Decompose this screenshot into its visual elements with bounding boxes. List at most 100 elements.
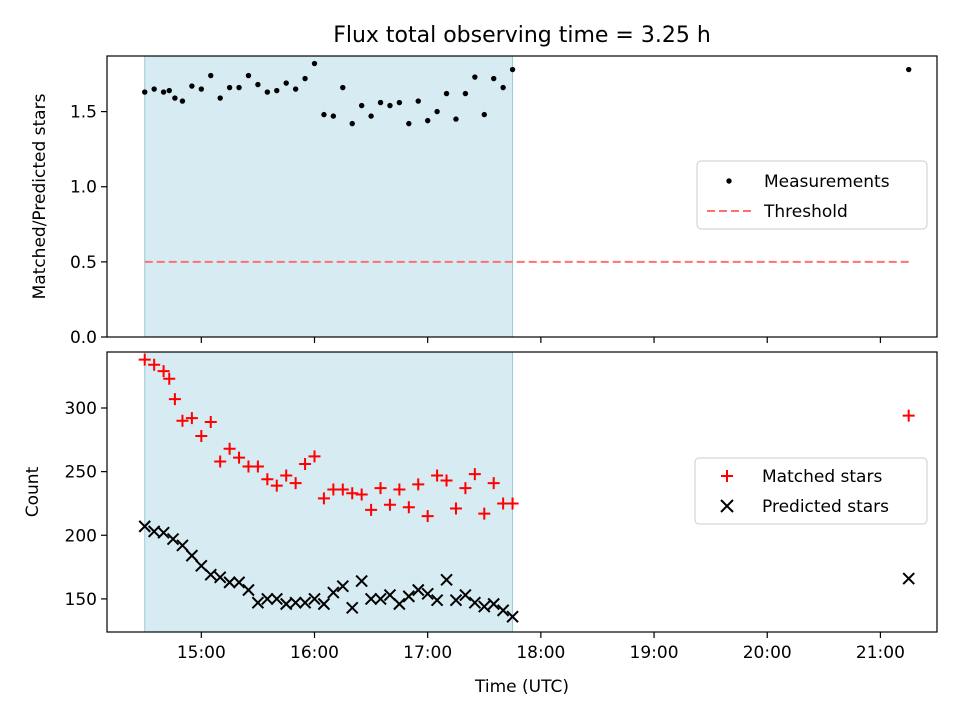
predicted-star-point xyxy=(421,587,434,601)
legend-matched-marker xyxy=(721,470,733,482)
predicted-star-point xyxy=(251,596,265,609)
measurement-point xyxy=(292,86,299,92)
top-y-tick-label: 0.0 xyxy=(70,328,97,348)
matched-star-point xyxy=(195,430,208,442)
x-tick-label: 20:00 xyxy=(743,643,792,663)
predicted-star-point xyxy=(478,600,491,613)
bottom-y-tick-label: 150 xyxy=(65,590,97,610)
predicted-star-point xyxy=(364,592,378,606)
predicted-star-point xyxy=(506,610,519,623)
measurement-point xyxy=(453,116,459,122)
legend-matched-label: Matched stars xyxy=(762,467,882,487)
measurement-point xyxy=(406,120,412,127)
measurement-point xyxy=(217,95,223,101)
measurement-point xyxy=(368,113,374,119)
predicted-star-point xyxy=(393,597,406,611)
predicted-star-point xyxy=(468,596,482,609)
matched-star-point xyxy=(487,477,500,490)
predicted-star-point xyxy=(298,596,312,609)
predicted-star-point xyxy=(317,597,331,611)
x-tick-label: 15:00 xyxy=(177,643,226,663)
top-y-axis-label: Matched/Predicted stars xyxy=(30,93,50,299)
matched-star-point xyxy=(468,468,481,481)
predicted-star-point xyxy=(195,559,208,573)
matched-star-point xyxy=(185,412,198,425)
predicted-star-point xyxy=(185,549,199,562)
predicted-star-point xyxy=(270,592,283,606)
predicted-star-point xyxy=(242,583,255,597)
top-legend-box xyxy=(696,160,928,230)
top-legend: Measurements Threshold xyxy=(696,160,928,230)
predicted-star-point xyxy=(383,588,397,602)
measurement-point xyxy=(358,102,365,109)
measurement-point xyxy=(340,84,346,91)
predicted-star-point xyxy=(355,574,368,588)
matched-star-point xyxy=(223,442,236,455)
matched-star-point xyxy=(449,502,462,515)
matched-star-point xyxy=(289,477,302,490)
bottom-legend-box xyxy=(694,457,928,525)
bottom-shaded-span xyxy=(144,351,514,633)
predicted-star-point xyxy=(166,532,180,546)
predicted-star-point xyxy=(157,526,170,539)
predicted-star-point xyxy=(289,596,302,609)
bottom-y-tick-label: 200 xyxy=(65,526,97,546)
x-tick-label: 18:00 xyxy=(516,643,565,663)
matched-star-point xyxy=(168,393,181,406)
matched-star-point xyxy=(280,469,293,482)
measurements-layer xyxy=(142,60,912,127)
matched-star-point xyxy=(233,451,246,464)
measurement-point xyxy=(415,98,421,104)
matched-star-point xyxy=(421,510,434,523)
measurement-point xyxy=(172,95,178,101)
bottom-legend: Matched stars Predicted stars xyxy=(694,457,928,525)
matched-star-point xyxy=(459,482,472,495)
bottom-x-ticks: 15:00 16:00 17:00 18:00 19:00 20:00 21:00 xyxy=(177,632,905,663)
matched-star-point xyxy=(163,372,176,385)
predicted-star-point xyxy=(336,579,350,593)
predicted-star-point xyxy=(308,592,321,606)
matched-star-point xyxy=(251,460,264,473)
predicted-star-point xyxy=(430,593,444,607)
measurement-point xyxy=(311,60,318,67)
matched-star-point xyxy=(355,488,368,501)
legend-predicted-marker xyxy=(720,499,734,513)
matched-star-point xyxy=(270,479,283,492)
measurement-point xyxy=(208,72,214,79)
matched-star-point xyxy=(478,507,491,520)
x-tick-label: 16:00 xyxy=(290,643,339,663)
measurement-point xyxy=(500,84,506,91)
bottom-y-ticks: 150 200 250 300 xyxy=(65,399,107,610)
predicted-star-point xyxy=(496,604,510,617)
predicted-stars-layer xyxy=(138,520,915,623)
measurement-point xyxy=(302,75,308,82)
bottom-panel: 15:00 16:00 17:00 18:00 19:00 20:00 21:00 150 2… xyxy=(23,351,938,697)
matched-star-point xyxy=(336,483,349,496)
predicted-star-point xyxy=(213,571,227,584)
matched-stars-layer xyxy=(138,353,915,523)
measurement-point xyxy=(189,83,195,89)
matched-star-point xyxy=(440,474,453,487)
measurement-point xyxy=(387,102,393,109)
matched-star-point xyxy=(412,478,425,491)
matched-star-point xyxy=(383,498,396,511)
top-y-tick-label: 0.5 xyxy=(70,253,97,273)
matched-star-point xyxy=(138,353,151,366)
predicted-star-point xyxy=(261,592,274,606)
measurement-point xyxy=(377,99,384,106)
predicted-star-point xyxy=(327,586,340,599)
legend-measurements-marker xyxy=(726,178,732,184)
measurement-point xyxy=(396,99,403,106)
top-y-tick-label: 1.5 xyxy=(70,103,97,123)
measurement-point xyxy=(226,84,233,91)
legend-predicted-label: Predicted stars xyxy=(762,497,889,517)
matched-star-point xyxy=(214,455,227,468)
predicted-star-point xyxy=(440,573,453,587)
matched-star-point xyxy=(431,469,444,482)
measurement-point xyxy=(509,66,516,73)
matched-star-point xyxy=(261,473,274,486)
predicted-star-point xyxy=(232,576,246,589)
measurement-point xyxy=(264,89,271,95)
matched-star-point xyxy=(902,409,915,422)
bottom-y-tick-label: 250 xyxy=(65,463,97,483)
